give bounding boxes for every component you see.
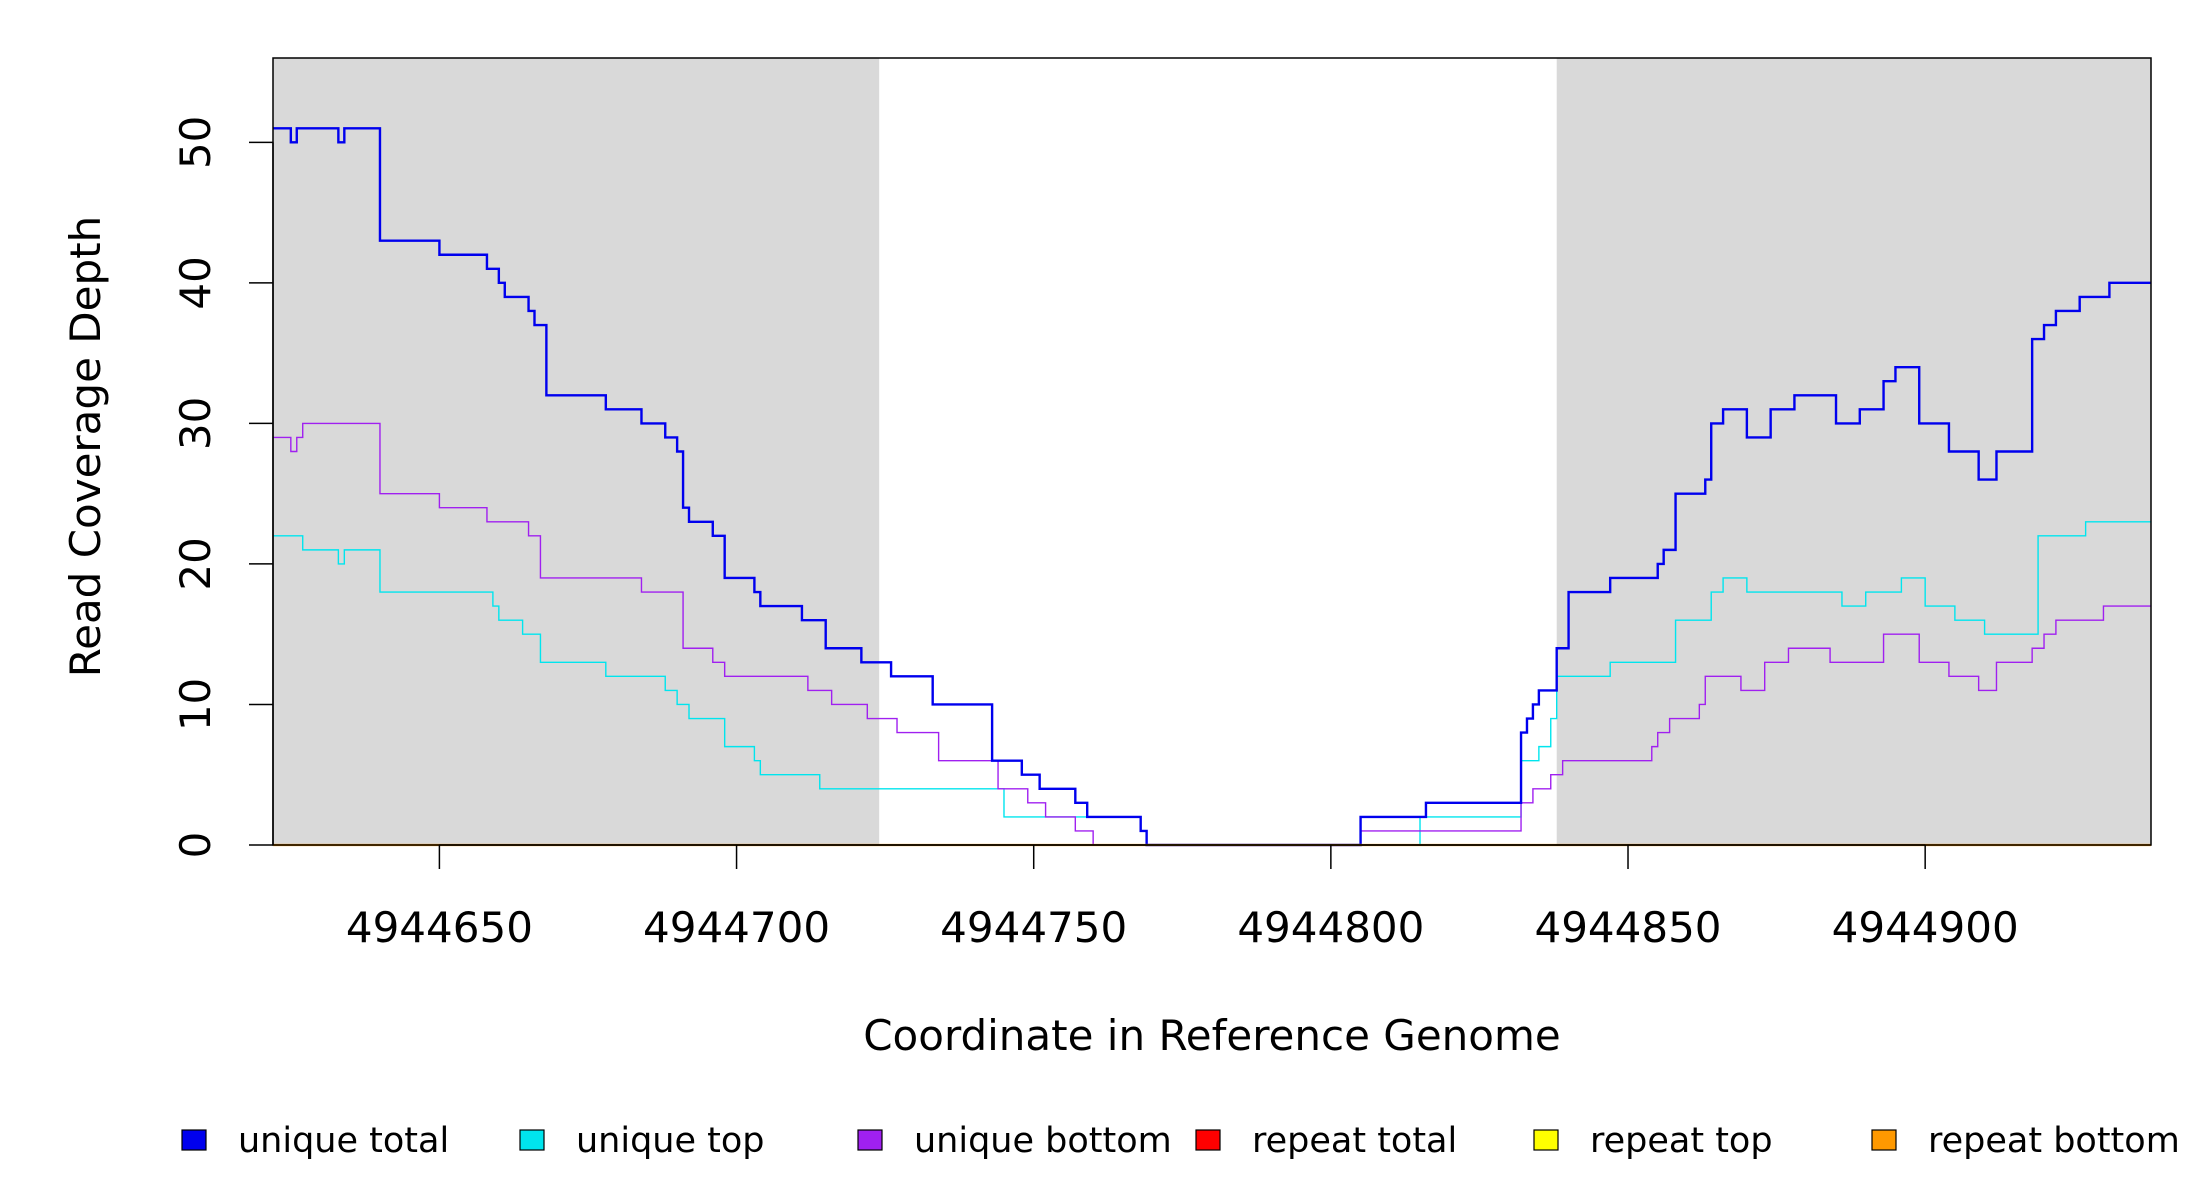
- legend-label: unique top: [576, 1121, 765, 1161]
- legend-swatch-unique-total: [181, 1129, 207, 1151]
- shaded-regions: [273, 58, 2151, 845]
- series-unique-total: [273, 127, 2151, 847]
- legend: unique total unique top unique bottom repea…: [181, 1121, 2180, 1161]
- y-tick-label: 0: [171, 832, 220, 859]
- shaded-region-1: [1556, 58, 2151, 845]
- legend-swatch-repeat-bottom: [1871, 1129, 1897, 1151]
- y-tick-label: 30: [171, 397, 220, 450]
- x-tick-label: 4944900: [1832, 903, 2019, 952]
- y-tick-label: 40: [171, 256, 220, 309]
- y-tick-label: 50: [171, 116, 220, 169]
- legend-label: repeat total: [1252, 1121, 1457, 1161]
- x-tick-label: 4944650: [346, 903, 533, 952]
- shaded-region-0: [273, 58, 880, 845]
- x-tick-label: 4944700: [643, 903, 830, 952]
- legend-swatch-repeat-top: [1533, 1129, 1559, 1151]
- legend-label: unique total: [238, 1121, 449, 1161]
- x-tick-label: 4944850: [1534, 903, 1721, 952]
- x-tick-label: 4944750: [940, 903, 1127, 952]
- legend-label: unique bottom: [914, 1121, 1172, 1161]
- y-tick-label: 20: [171, 537, 220, 590]
- legend-swatch-unique-bottom: [857, 1129, 883, 1151]
- y-tick-label: 10: [171, 678, 220, 731]
- y-axis-label: Read Coverage Depth: [61, 216, 110, 677]
- y-axis: 0 10 20 30 40 50: [171, 116, 274, 859]
- legend-swatch-repeat-total: [1195, 1129, 1221, 1151]
- x-tick-label: 4944800: [1237, 903, 1424, 952]
- x-axis: 4944650 4944700 4944750 4944800 4944850 49449…: [346, 844, 2019, 952]
- legend-swatch-unique-top: [519, 1129, 545, 1151]
- legend-label: repeat top: [1590, 1121, 1773, 1161]
- legend-label: repeat bottom: [1928, 1121, 2180, 1161]
- x-axis-label: Coordinate in Reference Genome: [863, 1011, 1561, 1060]
